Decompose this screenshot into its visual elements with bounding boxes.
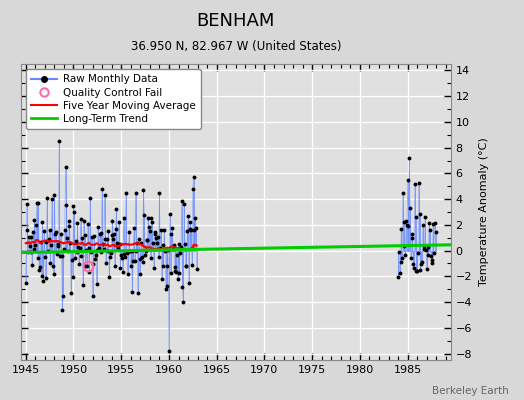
Legend: Raw Monthly Data, Quality Control Fail, Five Year Moving Average, Long-Term Tren: Raw Monthly Data, Quality Control Fail, …: [26, 69, 201, 129]
Text: Berkeley Earth: Berkeley Earth: [432, 386, 508, 396]
Text: BENHAM: BENHAM: [196, 12, 275, 30]
Y-axis label: Temperature Anomaly (°C): Temperature Anomaly (°C): [479, 138, 489, 286]
Text: 36.950 N, 82.967 W (United States): 36.950 N, 82.967 W (United States): [130, 40, 341, 53]
